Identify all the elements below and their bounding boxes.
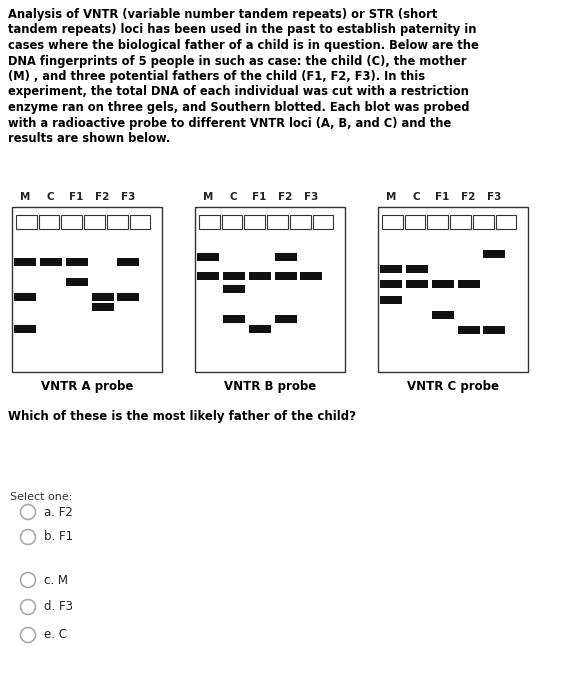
Bar — [406, 279, 428, 288]
Text: C: C — [47, 192, 55, 202]
Bar — [249, 272, 271, 279]
Bar — [222, 215, 242, 229]
Text: cases where the biological father of a child is in question. Below are the: cases where the biological father of a c… — [8, 39, 479, 52]
Bar — [275, 253, 296, 261]
Bar — [431, 279, 454, 288]
Bar — [290, 215, 311, 229]
Text: F2: F2 — [95, 192, 109, 202]
Bar — [405, 215, 425, 229]
Bar — [245, 215, 265, 229]
Text: results are shown below.: results are shown below. — [8, 132, 170, 145]
Text: Select one:: Select one: — [10, 492, 72, 502]
Bar — [406, 265, 428, 273]
Text: F2: F2 — [278, 192, 293, 202]
Bar — [275, 272, 296, 279]
Bar — [14, 293, 36, 301]
Bar — [473, 215, 494, 229]
Bar — [378, 207, 528, 372]
Text: enzyme ran on three gels, and Southern blotted. Each blot was probed: enzyme ran on three gels, and Southern b… — [8, 101, 470, 114]
Bar — [458, 279, 479, 288]
Text: M: M — [203, 192, 213, 202]
Text: tandem repeats) loci has been used in the past to establish paternity in: tandem repeats) loci has been used in th… — [8, 24, 477, 36]
Bar — [107, 215, 128, 229]
Bar — [431, 312, 454, 319]
Bar — [380, 279, 402, 288]
Bar — [66, 278, 88, 286]
Bar — [249, 325, 271, 332]
Bar — [483, 326, 506, 334]
Bar — [84, 215, 105, 229]
Text: M: M — [386, 192, 396, 202]
Bar — [450, 215, 471, 229]
Text: c. M: c. M — [44, 573, 68, 587]
Text: VNTR B probe: VNTR B probe — [224, 380, 316, 393]
Text: F3: F3 — [304, 192, 319, 202]
Bar — [380, 295, 402, 304]
Bar — [197, 253, 219, 261]
Bar — [382, 215, 402, 229]
Text: C: C — [230, 192, 238, 202]
Bar — [117, 258, 140, 266]
Text: with a radioactive probe to different VNTR loci (A, B, and C) and the: with a radioactive probe to different VN… — [8, 116, 451, 130]
Text: b. F1: b. F1 — [44, 531, 73, 543]
Bar — [223, 285, 245, 293]
Text: DNA fingerprints of 5 people in such as case: the child (C), the mother: DNA fingerprints of 5 people in such as … — [8, 55, 466, 67]
Text: experiment, the total DNA of each individual was cut with a restriction: experiment, the total DNA of each indivi… — [8, 85, 469, 99]
Bar — [428, 215, 448, 229]
Bar — [275, 316, 296, 323]
Bar — [496, 215, 516, 229]
Bar — [199, 215, 219, 229]
Text: F3: F3 — [487, 192, 502, 202]
Bar — [62, 215, 82, 229]
Text: F1: F1 — [253, 192, 267, 202]
Bar — [223, 316, 245, 323]
Bar — [12, 207, 162, 372]
Bar — [92, 293, 113, 301]
Bar — [483, 251, 506, 258]
Text: F1: F1 — [70, 192, 84, 202]
Text: M: M — [20, 192, 30, 202]
Bar — [66, 258, 88, 266]
Text: Which of these is the most likely father of the child?: Which of these is the most likely father… — [8, 410, 356, 423]
Bar — [14, 258, 36, 266]
Bar — [117, 293, 140, 301]
Bar — [39, 215, 59, 229]
Bar — [129, 215, 150, 229]
Text: C: C — [413, 192, 421, 202]
Text: F2: F2 — [461, 192, 476, 202]
Text: e. C: e. C — [44, 629, 67, 641]
Bar — [16, 215, 36, 229]
Text: F1: F1 — [435, 192, 450, 202]
Text: F3: F3 — [121, 192, 136, 202]
Text: d. F3: d. F3 — [44, 601, 73, 613]
Bar — [195, 207, 345, 372]
Bar — [92, 304, 113, 312]
Bar — [223, 272, 245, 279]
Bar — [300, 272, 323, 279]
Bar — [14, 325, 36, 332]
Bar — [312, 215, 333, 229]
Text: VNTR A probe: VNTR A probe — [41, 380, 133, 393]
Bar — [197, 272, 219, 279]
Bar — [380, 265, 402, 273]
Text: Analysis of VNTR (variable number tandem repeats) or STR (short: Analysis of VNTR (variable number tandem… — [8, 8, 437, 21]
Text: VNTR C probe: VNTR C probe — [407, 380, 499, 393]
Bar — [267, 215, 288, 229]
Bar — [458, 326, 479, 334]
Bar — [40, 258, 62, 266]
Text: (M) , and three potential fathers of the child (F1, F2, F3). In this: (M) , and three potential fathers of the… — [8, 70, 425, 83]
Text: a. F2: a. F2 — [44, 505, 73, 519]
